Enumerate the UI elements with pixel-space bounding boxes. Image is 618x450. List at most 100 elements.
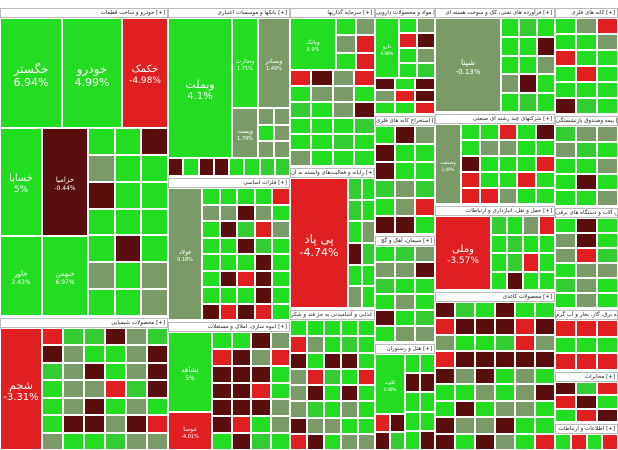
treemap-tile[interactable] (290, 134, 312, 150)
treemap-tile[interactable] (212, 399, 232, 417)
treemap-tile[interactable] (576, 382, 597, 396)
treemap-tile[interactable] (147, 397, 168, 416)
treemap-tile[interactable] (597, 34, 618, 50)
treemap-tile[interactable] (88, 181, 115, 209)
treemap-tile[interactable] (272, 237, 290, 254)
treemap-tile[interactable] (536, 156, 555, 172)
treemap-tile[interactable] (307, 368, 324, 385)
treemap-tile[interactable] (597, 353, 618, 370)
treemap-tile[interactable] (576, 263, 597, 278)
sector-header[interactable]: سیمان، آهک و گچ [+] (375, 236, 435, 246)
treemap-tile[interactable] (495, 318, 515, 335)
treemap-tile[interactable] (517, 172, 537, 188)
treemap-tile[interactable] (42, 380, 63, 398)
treemap-tile[interactable] (461, 188, 480, 204)
treemap-tile[interactable] (147, 362, 168, 381)
treemap-tile[interactable] (358, 417, 375, 434)
treemap-tile[interactable] (461, 156, 480, 172)
treemap-tile[interactable] (597, 18, 618, 34)
treemap-tile[interactable] (475, 433, 495, 450)
treemap-tile[interactable] (539, 216, 555, 235)
treemap-tile[interactable] (375, 126, 395, 144)
treemap-tile[interactable] (375, 414, 390, 432)
treemap-tile[interactable] (353, 150, 375, 166)
treemap-tile[interactable] (290, 118, 312, 134)
treemap-tile[interactable] (576, 190, 597, 206)
treemap-tile[interactable] (417, 33, 435, 48)
treemap-tile[interactable] (576, 158, 597, 174)
treemap-tile[interactable] (290, 70, 312, 86)
treemap-tile[interactable] (405, 392, 420, 412)
treemap-tile[interactable] (311, 134, 333, 150)
treemap-tile[interactable] (307, 385, 324, 402)
treemap-tile[interactable] (375, 198, 395, 216)
treemap-tile[interactable] (515, 367, 535, 385)
treemap-tile[interactable] (435, 334, 455, 352)
treemap-tile[interactable] (42, 432, 63, 450)
treemap-tile[interactable] (475, 318, 495, 335)
treemap-tile[interactable] (63, 362, 84, 381)
treemap-tile[interactable]: وبانک 6.9% (290, 18, 336, 70)
treemap-tile[interactable] (126, 380, 147, 398)
treemap-tile[interactable] (202, 221, 220, 238)
treemap-tile[interactable] (576, 34, 597, 50)
treemap-tile[interactable] (597, 98, 618, 114)
treemap-tile[interactable] (336, 52, 356, 70)
treemap-tile[interactable] (251, 332, 271, 349)
sector-header[interactable]: فلزات اساسی [+] (168, 178, 290, 188)
sector-header[interactable]: رایانه و فعالیت‌های وابسته به آن [+] (290, 168, 375, 178)
treemap-tile[interactable] (399, 18, 417, 33)
treemap-tile[interactable] (555, 66, 576, 82)
treemap-tile[interactable] (420, 373, 435, 393)
treemap-tile[interactable] (495, 417, 515, 434)
treemap-tile[interactable]: فولاد 0.18% (168, 188, 202, 320)
treemap-tile[interactable] (259, 158, 275, 176)
treemap-tile[interactable] (341, 417, 358, 434)
treemap-tile[interactable] (461, 124, 480, 140)
treemap-tile[interactable] (231, 365, 251, 383)
treemap-tile[interactable] (405, 411, 420, 431)
treemap-tile[interactable] (597, 142, 618, 158)
treemap-tile[interactable] (495, 400, 515, 418)
treemap-tile[interactable] (141, 154, 168, 182)
treemap-tile[interactable] (114, 181, 142, 209)
treemap-tile[interactable] (219, 303, 238, 320)
treemap-tile[interactable] (141, 289, 168, 316)
treemap-tile[interactable] (341, 368, 358, 385)
treemap-tile[interactable] (555, 98, 576, 114)
treemap-tile[interactable] (212, 416, 232, 434)
treemap-tile[interactable] (461, 140, 480, 156)
treemap-tile[interactable] (455, 400, 475, 418)
treemap-tile[interactable] (536, 124, 555, 140)
treemap-tile[interactable] (597, 382, 618, 396)
treemap-tile[interactable] (495, 433, 515, 450)
sector-header[interactable]: خودرو و ساخت قطعات [+] (0, 8, 168, 18)
treemap-tile[interactable] (63, 380, 84, 398)
treemap-tile[interactable] (212, 433, 232, 450)
treemap-tile[interactable] (114, 208, 142, 236)
treemap-tile[interactable] (597, 218, 618, 233)
treemap-tile[interactable] (42, 397, 63, 416)
treemap-tile[interactable] (311, 70, 333, 86)
treemap-tile[interactable] (420, 392, 435, 412)
treemap-tile[interactable] (237, 270, 255, 287)
treemap-tile[interactable] (555, 233, 576, 248)
treemap-tile[interactable] (515, 433, 535, 450)
treemap-tile[interactable] (270, 399, 290, 417)
treemap-tile[interactable] (495, 302, 515, 319)
treemap-tile[interactable] (395, 102, 415, 114)
treemap-tile[interactable] (597, 263, 618, 278)
treemap-tile[interactable] (435, 351, 455, 368)
treemap-tile[interactable] (375, 162, 395, 180)
treemap-tile[interactable] (258, 124, 274, 142)
treemap-tile[interactable] (274, 108, 290, 125)
treemap-tile[interactable] (251, 433, 271, 450)
treemap-tile[interactable] (353, 134, 375, 150)
treemap-tile[interactable] (254, 287, 273, 304)
treemap-tile[interactable] (126, 415, 147, 433)
treemap-tile[interactable] (535, 417, 555, 434)
treemap-tile[interactable] (272, 303, 290, 320)
treemap-tile[interactable] (353, 70, 375, 86)
treemap-tile[interactable] (88, 208, 115, 236)
sector-header[interactable]: انبوه سازی، املاک و مستغلات [+] (168, 322, 290, 332)
